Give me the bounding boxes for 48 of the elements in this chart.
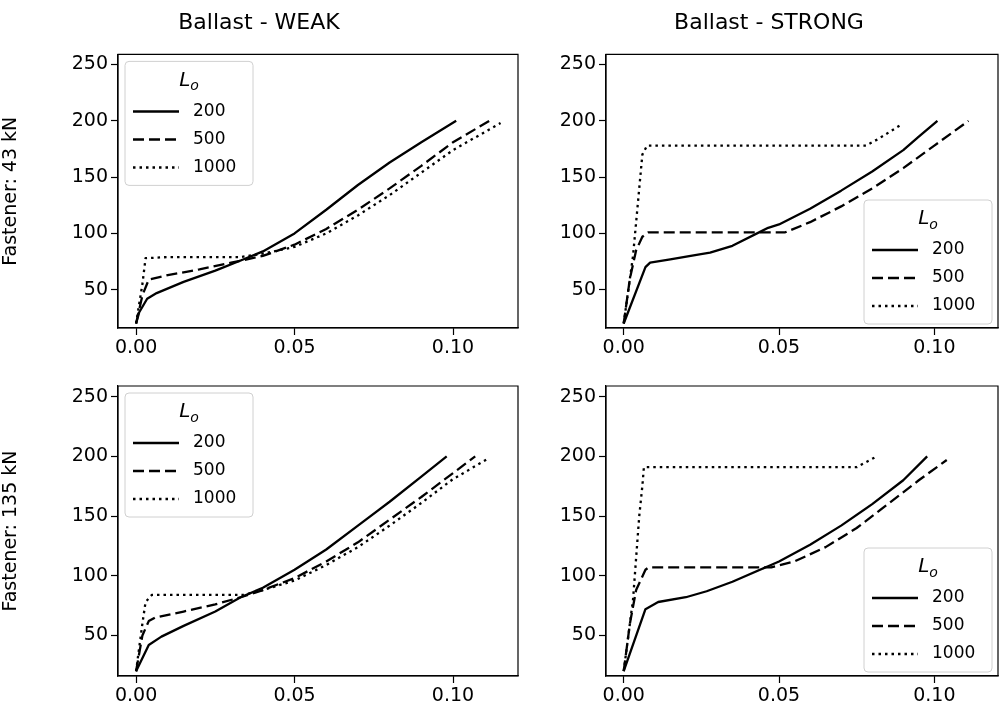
y-tick-label: 250 — [559, 51, 596, 74]
y-tick-label: 250 — [71, 51, 108, 74]
x-tick-label: 0.05 — [273, 683, 316, 706]
y-tick-label: 150 — [71, 164, 108, 187]
legend-label: 1000 — [932, 642, 976, 663]
y-tick-label: 50 — [83, 276, 108, 299]
legend-label: 200 — [193, 431, 226, 452]
x-tick-label: 0.10 — [431, 335, 475, 358]
y-tick-label: 200 — [559, 107, 596, 130]
y-tick-label: 50 — [571, 276, 596, 299]
y-tick-label: 150 — [559, 503, 596, 526]
legend-label: 1000 — [193, 155, 237, 176]
x-tick-label: 0.00 — [114, 683, 158, 706]
y-tick-label: 200 — [559, 443, 596, 466]
y-tick-label: 100 — [559, 562, 596, 585]
y-tick-label: 100 — [71, 562, 108, 585]
legend-label: 200 — [932, 238, 965, 259]
y-tick-label: 250 — [559, 383, 596, 406]
y-tick-label: 200 — [71, 443, 108, 466]
legend-label: 500 — [932, 266, 965, 287]
y-tick-label: 50 — [571, 622, 596, 645]
legend-label: 500 — [193, 459, 226, 480]
y-tick-label: 50 — [83, 622, 108, 645]
legend-label: 500 — [193, 127, 226, 148]
x-tick-label: 0.10 — [913, 683, 956, 706]
x-tick-label: 0.00 — [602, 335, 645, 358]
y-tick-label: 250 — [71, 383, 108, 406]
x-tick-label: 0.00 — [602, 683, 645, 706]
x-tick-label: 0.10 — [431, 683, 475, 706]
x-tick-label: 0.05 — [757, 683, 801, 706]
y-tick-label: 100 — [559, 220, 596, 243]
y-tick-label: 150 — [71, 503, 108, 526]
y-axis-title: Fastener: 43 kN — [0, 116, 21, 266]
y-tick-label: 150 — [559, 164, 596, 187]
legend-label: 500 — [932, 614, 965, 635]
y-tick-label: 100 — [71, 220, 108, 243]
x-tick-label: 0.10 — [913, 335, 956, 358]
chart-title: Ballast - STRONG — [674, 8, 864, 34]
x-tick-label: 0.05 — [757, 335, 801, 358]
legend-label: 1000 — [932, 294, 976, 315]
legend-label: 200 — [932, 586, 965, 607]
legend-label: 200 — [193, 99, 226, 120]
legend-label: 1000 — [193, 487, 237, 508]
y-axis-title: Fastener: 135 kN — [0, 450, 21, 612]
x-tick-label: 0.00 — [114, 335, 158, 358]
x-tick-label: 0.05 — [273, 335, 316, 358]
chart-title: Ballast - WEAK — [178, 8, 341, 34]
y-tick-label: 200 — [71, 107, 108, 130]
